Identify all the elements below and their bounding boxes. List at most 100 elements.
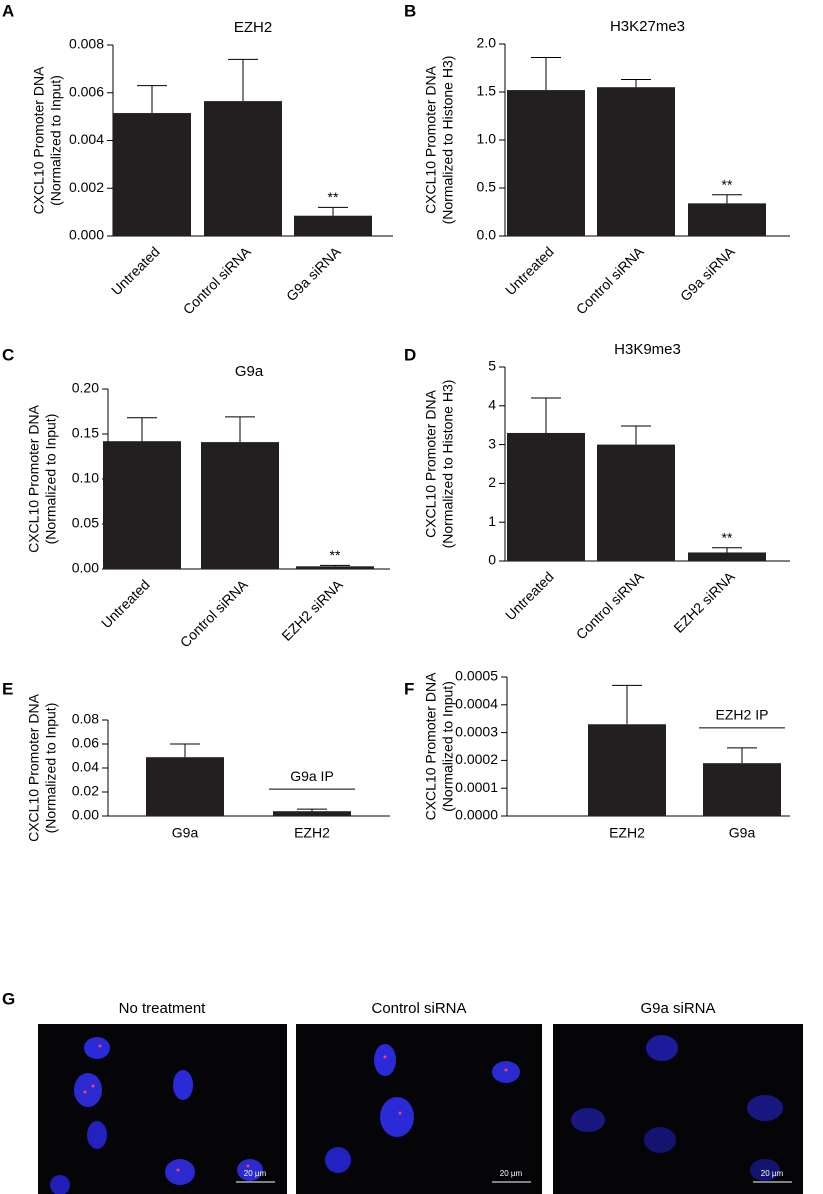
bar: [146, 757, 224, 816]
y-tick-label: 0.000: [69, 227, 104, 243]
y-tick-label: 0.04: [72, 759, 99, 775]
bar: [296, 566, 374, 569]
bar: [688, 552, 766, 561]
y-axis-label: (Normalized to Histone H3): [440, 56, 456, 225]
chart-title: H3K9me3: [614, 341, 681, 358]
y-axis-label: (Normalized to Input): [43, 703, 59, 834]
y-tick-label: 0.10: [72, 470, 99, 486]
bar: [597, 87, 675, 236]
error-bar: [225, 416, 255, 443]
bar: [103, 441, 181, 569]
y-axis-label: CXCL10 Promoter DNA: [423, 672, 439, 820]
bar: [703, 763, 781, 816]
error-bar: [612, 684, 642, 725]
image-title: No treatment: [119, 1000, 207, 1017]
error-bar: [712, 547, 742, 553]
y-tick-label: 0.15: [72, 425, 99, 441]
error-bar: [127, 417, 157, 442]
nucleus: [74, 1073, 102, 1107]
nucleus: [50, 1175, 70, 1194]
y-tick-label: 0.0004: [455, 696, 498, 712]
significance: **: [722, 176, 733, 192]
x-tick-label: Control siRNA: [573, 243, 647, 317]
nucleus: [571, 1108, 605, 1132]
x-tick-label: Control siRNA: [177, 576, 251, 650]
annotation: EZH2 IP: [716, 707, 769, 723]
y-tick-label: 0.0: [477, 227, 497, 243]
nucleus: [87, 1121, 107, 1149]
y-tick-label: 0.008: [69, 36, 104, 52]
bar: [294, 215, 372, 236]
y-tick-label: 0.0000: [455, 807, 498, 823]
nucleus: [380, 1097, 414, 1137]
annotation: G9a IP: [290, 768, 334, 784]
y-tick-label: 0.004: [69, 131, 104, 147]
x-tick-label: EZH2: [294, 825, 330, 841]
x-tick-label: Untreated: [98, 576, 153, 631]
image-panel: 20 µm No treatment: [38, 1000, 287, 1194]
panel-letter: B: [404, 1, 416, 20]
y-tick-label: 5: [488, 358, 496, 374]
y-axis-label: CXCL10 Promoter DNA: [26, 404, 42, 552]
x-tick-label: G9a: [729, 825, 756, 841]
nucleus: [237, 1159, 263, 1181]
bar: [588, 724, 666, 816]
panel-letter: F: [404, 679, 414, 698]
error-bar: [621, 425, 651, 445]
y-tick-label: 1.5: [477, 83, 497, 99]
bar: [273, 811, 351, 816]
error-bar: [531, 56, 561, 91]
y-tick-label: 4: [488, 397, 496, 413]
error-bar: [170, 743, 200, 758]
significance: **: [328, 189, 339, 205]
bar: [201, 442, 279, 569]
y-tick-label: 3: [488, 435, 496, 451]
y-tick-label: 0.02: [72, 783, 99, 799]
y-tick-label: 2: [488, 474, 496, 490]
image-title: G9a siRNA: [640, 1000, 715, 1017]
y-axis-label: (Normalized to Input): [43, 414, 59, 545]
significance: **: [330, 547, 341, 563]
y-tick-label: 0.05: [72, 515, 99, 531]
y-tick-label: 0.006: [69, 83, 104, 99]
y-axis-label: CXCL10 Promoter DNA: [423, 65, 439, 213]
y-tick-label: 0.00: [72, 807, 99, 823]
y-axis-label: CXCL10 Promoter DNA: [423, 389, 439, 537]
panel-letter: A: [2, 1, 14, 20]
y-tick-label: 0.0001: [455, 779, 498, 795]
image-panel: 20 µm G9a siRNA: [553, 1000, 803, 1194]
y-tick-label: 0.06: [72, 735, 99, 751]
nucleus: [165, 1159, 195, 1185]
y-axis-label: CXCL10 Promoter DNA: [26, 693, 42, 841]
y-tick-label: 1.0: [477, 131, 497, 147]
x-tick-label: Control siRNA: [573, 568, 647, 642]
nucleus: [492, 1061, 520, 1083]
bar: [688, 203, 766, 236]
nucleus: [173, 1070, 193, 1100]
x-tick-label: EZH2 siRNA: [670, 568, 738, 636]
x-tick-label: Untreated: [502, 568, 557, 623]
y-tick-label: 2.0: [477, 35, 497, 51]
panel-letter: D: [404, 345, 416, 364]
y-tick-label: 0.00: [72, 560, 99, 576]
y-tick-label: 0.20: [72, 380, 99, 396]
x-tick-label: EZH2 siRNA: [278, 576, 346, 644]
error-bar: [297, 808, 327, 812]
nucleus: [644, 1127, 676, 1153]
bar: [113, 113, 191, 236]
nucleus: [747, 1095, 783, 1121]
x-tick-label: G9a siRNA: [283, 243, 344, 304]
bar: [507, 432, 585, 561]
x-tick-label: Untreated: [108, 243, 163, 298]
error-bar: [621, 79, 651, 88]
x-tick-label: Control siRNA: [180, 243, 254, 317]
y-tick-label: 0.08: [72, 711, 99, 727]
y-tick-label: 0.0002: [455, 751, 498, 767]
y-tick-label: 0: [488, 552, 496, 568]
error-bar: [318, 206, 348, 216]
nucleus: [84, 1037, 110, 1059]
scale-label: 20 µm: [761, 1169, 784, 1178]
error-bar: [137, 85, 167, 114]
y-tick-label: 0.0005: [455, 668, 498, 684]
